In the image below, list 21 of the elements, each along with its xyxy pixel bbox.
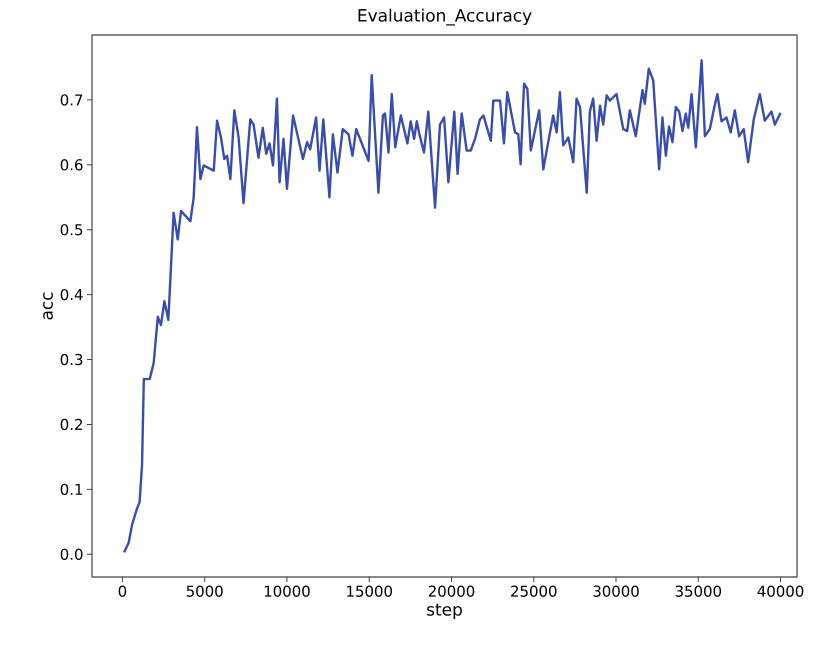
x-tick-label: 40000	[758, 586, 804, 597]
x-tick-label: 25000	[511, 586, 557, 597]
y-tick-label: 0.4	[60, 288, 83, 300]
y-axis-title: acc	[43, 292, 53, 320]
x-tick-label: 10000	[264, 586, 310, 597]
y-tick-label: 0.2	[60, 418, 82, 430]
y-tick-label: 0.7	[60, 94, 82, 106]
x-tick-label: 20000	[428, 586, 474, 597]
x-axis-title: step	[427, 604, 462, 620]
chart-title: Evaluation_Accuracy	[358, 8, 532, 26]
y-tick-label: 0.6	[60, 159, 83, 170]
line-series	[122, 59, 782, 554]
x-tick-label: 15000	[347, 586, 392, 597]
y-tick-label: 0.5	[60, 224, 82, 236]
x-tick-label: 30000	[593, 586, 639, 597]
x-tick-label: 0	[118, 586, 126, 597]
x-tick-label: 5000	[186, 586, 223, 597]
y-tick-label: 0.3	[60, 354, 82, 366]
y-tick-label: 0.1	[60, 484, 82, 496]
x-tick-label: 35000	[676, 586, 722, 597]
y-tick-label: 0.0	[60, 548, 82, 560]
